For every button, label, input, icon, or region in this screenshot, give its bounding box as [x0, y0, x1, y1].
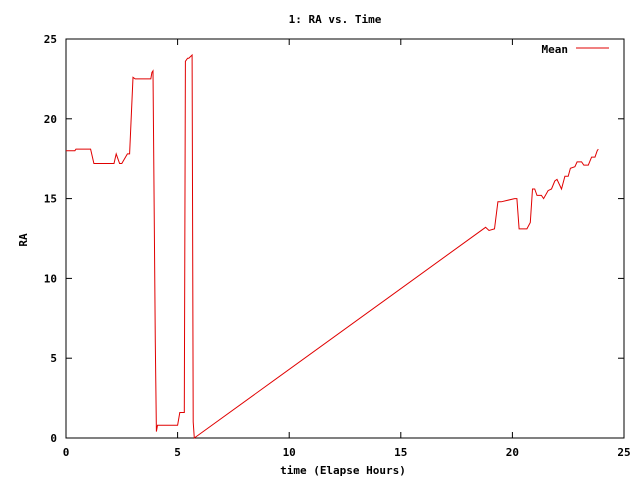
y-axis-label: RA	[17, 233, 30, 247]
plot-frame	[65, 38, 625, 439]
series-layer	[66, 53, 599, 439]
x-tick-label: 15	[394, 446, 407, 459]
axis-ticks: 0 5 10 15 20 25 0 5 10 15 20 25	[44, 33, 631, 459]
series-line-mean	[66, 53, 599, 439]
x-tick-label: 10	[283, 446, 296, 459]
y-tick-label: 0	[50, 432, 57, 445]
y-tick-label: 5	[50, 352, 57, 365]
y-tick-label: 25	[44, 33, 57, 46]
x-tick-label: 0	[63, 446, 70, 459]
y-tick-label: 15	[44, 193, 57, 206]
chart-title: 1: RA vs. Time	[289, 13, 382, 26]
legend: Mean	[542, 43, 609, 56]
x-tick-label: 25	[617, 446, 630, 459]
legend-label: Mean	[542, 43, 569, 56]
y-tick-label: 20	[44, 113, 57, 126]
x-tick-label: 20	[506, 446, 519, 459]
y-tick-label: 10	[44, 272, 57, 285]
x-tick-label: 5	[174, 446, 181, 459]
x-axis-label: time (Elapse Hours)	[280, 464, 406, 477]
